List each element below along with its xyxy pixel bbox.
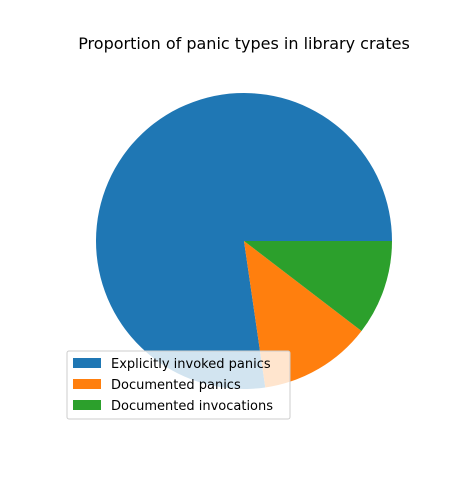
pie-slice-explicitly-invoked-panics: [96, 93, 392, 390]
legend-swatch-documented-panics: [73, 379, 101, 389]
legend-label-documented-invocations: Documented invocations: [111, 399, 273, 414]
legend-label-documented-panics: Documented panics: [111, 378, 241, 393]
chart-title: Proportion of panic types in library cra…: [78, 34, 410, 53]
legend-swatch-documented-invocations: [73, 400, 101, 410]
pie-slice-documented-invocations: [244, 241, 392, 331]
pie-slices: [96, 93, 392, 390]
legend: Explicitly invoked panics Documented pan…: [66, 350, 291, 420]
legend-swatch-explicitly-invoked-panics: [73, 358, 101, 368]
legend-frame: [66, 350, 291, 420]
legend-label-explicitly-invoked-panics: Explicitly invoked panics: [111, 357, 271, 372]
